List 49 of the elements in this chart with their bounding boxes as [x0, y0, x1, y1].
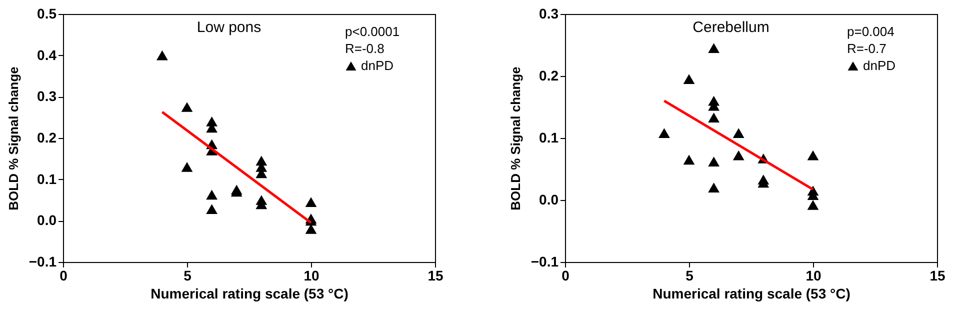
y-tick-label: 0.2 — [37, 130, 57, 146]
x-tick-label: 0 — [60, 268, 68, 284]
point — [708, 112, 720, 122]
x-tick-label: 5 — [184, 268, 192, 284]
x-tick-label: 15 — [428, 268, 444, 284]
point — [708, 182, 720, 193]
point — [683, 154, 695, 165]
annotation: R=-0.7 — [847, 41, 886, 56]
point — [807, 200, 819, 210]
x-tick-label: 10 — [304, 268, 320, 284]
y-tick-label: 0.3 — [37, 88, 57, 104]
point — [181, 162, 193, 172]
y-tick-label: −0.1 — [28, 254, 57, 270]
annotation: R=-0.8 — [345, 41, 384, 56]
chart-title: Cerebellum — [692, 19, 770, 36]
y-tick-label: 0.3 — [539, 6, 559, 22]
chart-title: Low pons — [196, 19, 262, 36]
point — [305, 197, 317, 208]
annotation: p=0.004 — [847, 24, 894, 39]
y-tick-label: 0.5 — [37, 6, 57, 22]
legend-label: dnPD — [361, 58, 394, 73]
point — [206, 204, 218, 214]
x-tick-label: 5 — [686, 268, 694, 284]
y-tick-label: 0.0 — [539, 192, 559, 208]
y-axis-title: BOLD % Signal change — [6, 66, 21, 210]
x-tick-label: 0 — [562, 268, 570, 284]
annotation: p<0.0001 — [345, 24, 400, 39]
point — [156, 50, 168, 60]
y-axis-title: BOLD % Signal change — [508, 66, 523, 210]
point — [807, 150, 819, 160]
point — [658, 128, 670, 138]
x-axis-title: Numerical rating scale (53 °C) — [150, 286, 348, 302]
y-tick-label: 0.2 — [539, 68, 559, 84]
point — [708, 156, 720, 166]
point — [683, 74, 695, 84]
y-tick-label: 0.4 — [37, 46, 57, 63]
point — [732, 150, 744, 160]
point — [708, 43, 720, 54]
point — [206, 190, 218, 200]
point — [181, 102, 193, 112]
x-axis-title: Numerical rating scale (53 °C) — [652, 286, 850, 302]
point — [732, 128, 744, 138]
y-tick-label: 0.1 — [539, 130, 559, 146]
y-tick-label: 0.1 — [37, 170, 57, 187]
legend-label: dnPD — [863, 58, 896, 73]
x-tick-label: 10 — [806, 268, 822, 284]
y-tick-label: 0.0 — [37, 212, 57, 228]
x-tick-label: 15 — [930, 268, 946, 284]
y-tick-label: −0.1 — [530, 254, 559, 270]
